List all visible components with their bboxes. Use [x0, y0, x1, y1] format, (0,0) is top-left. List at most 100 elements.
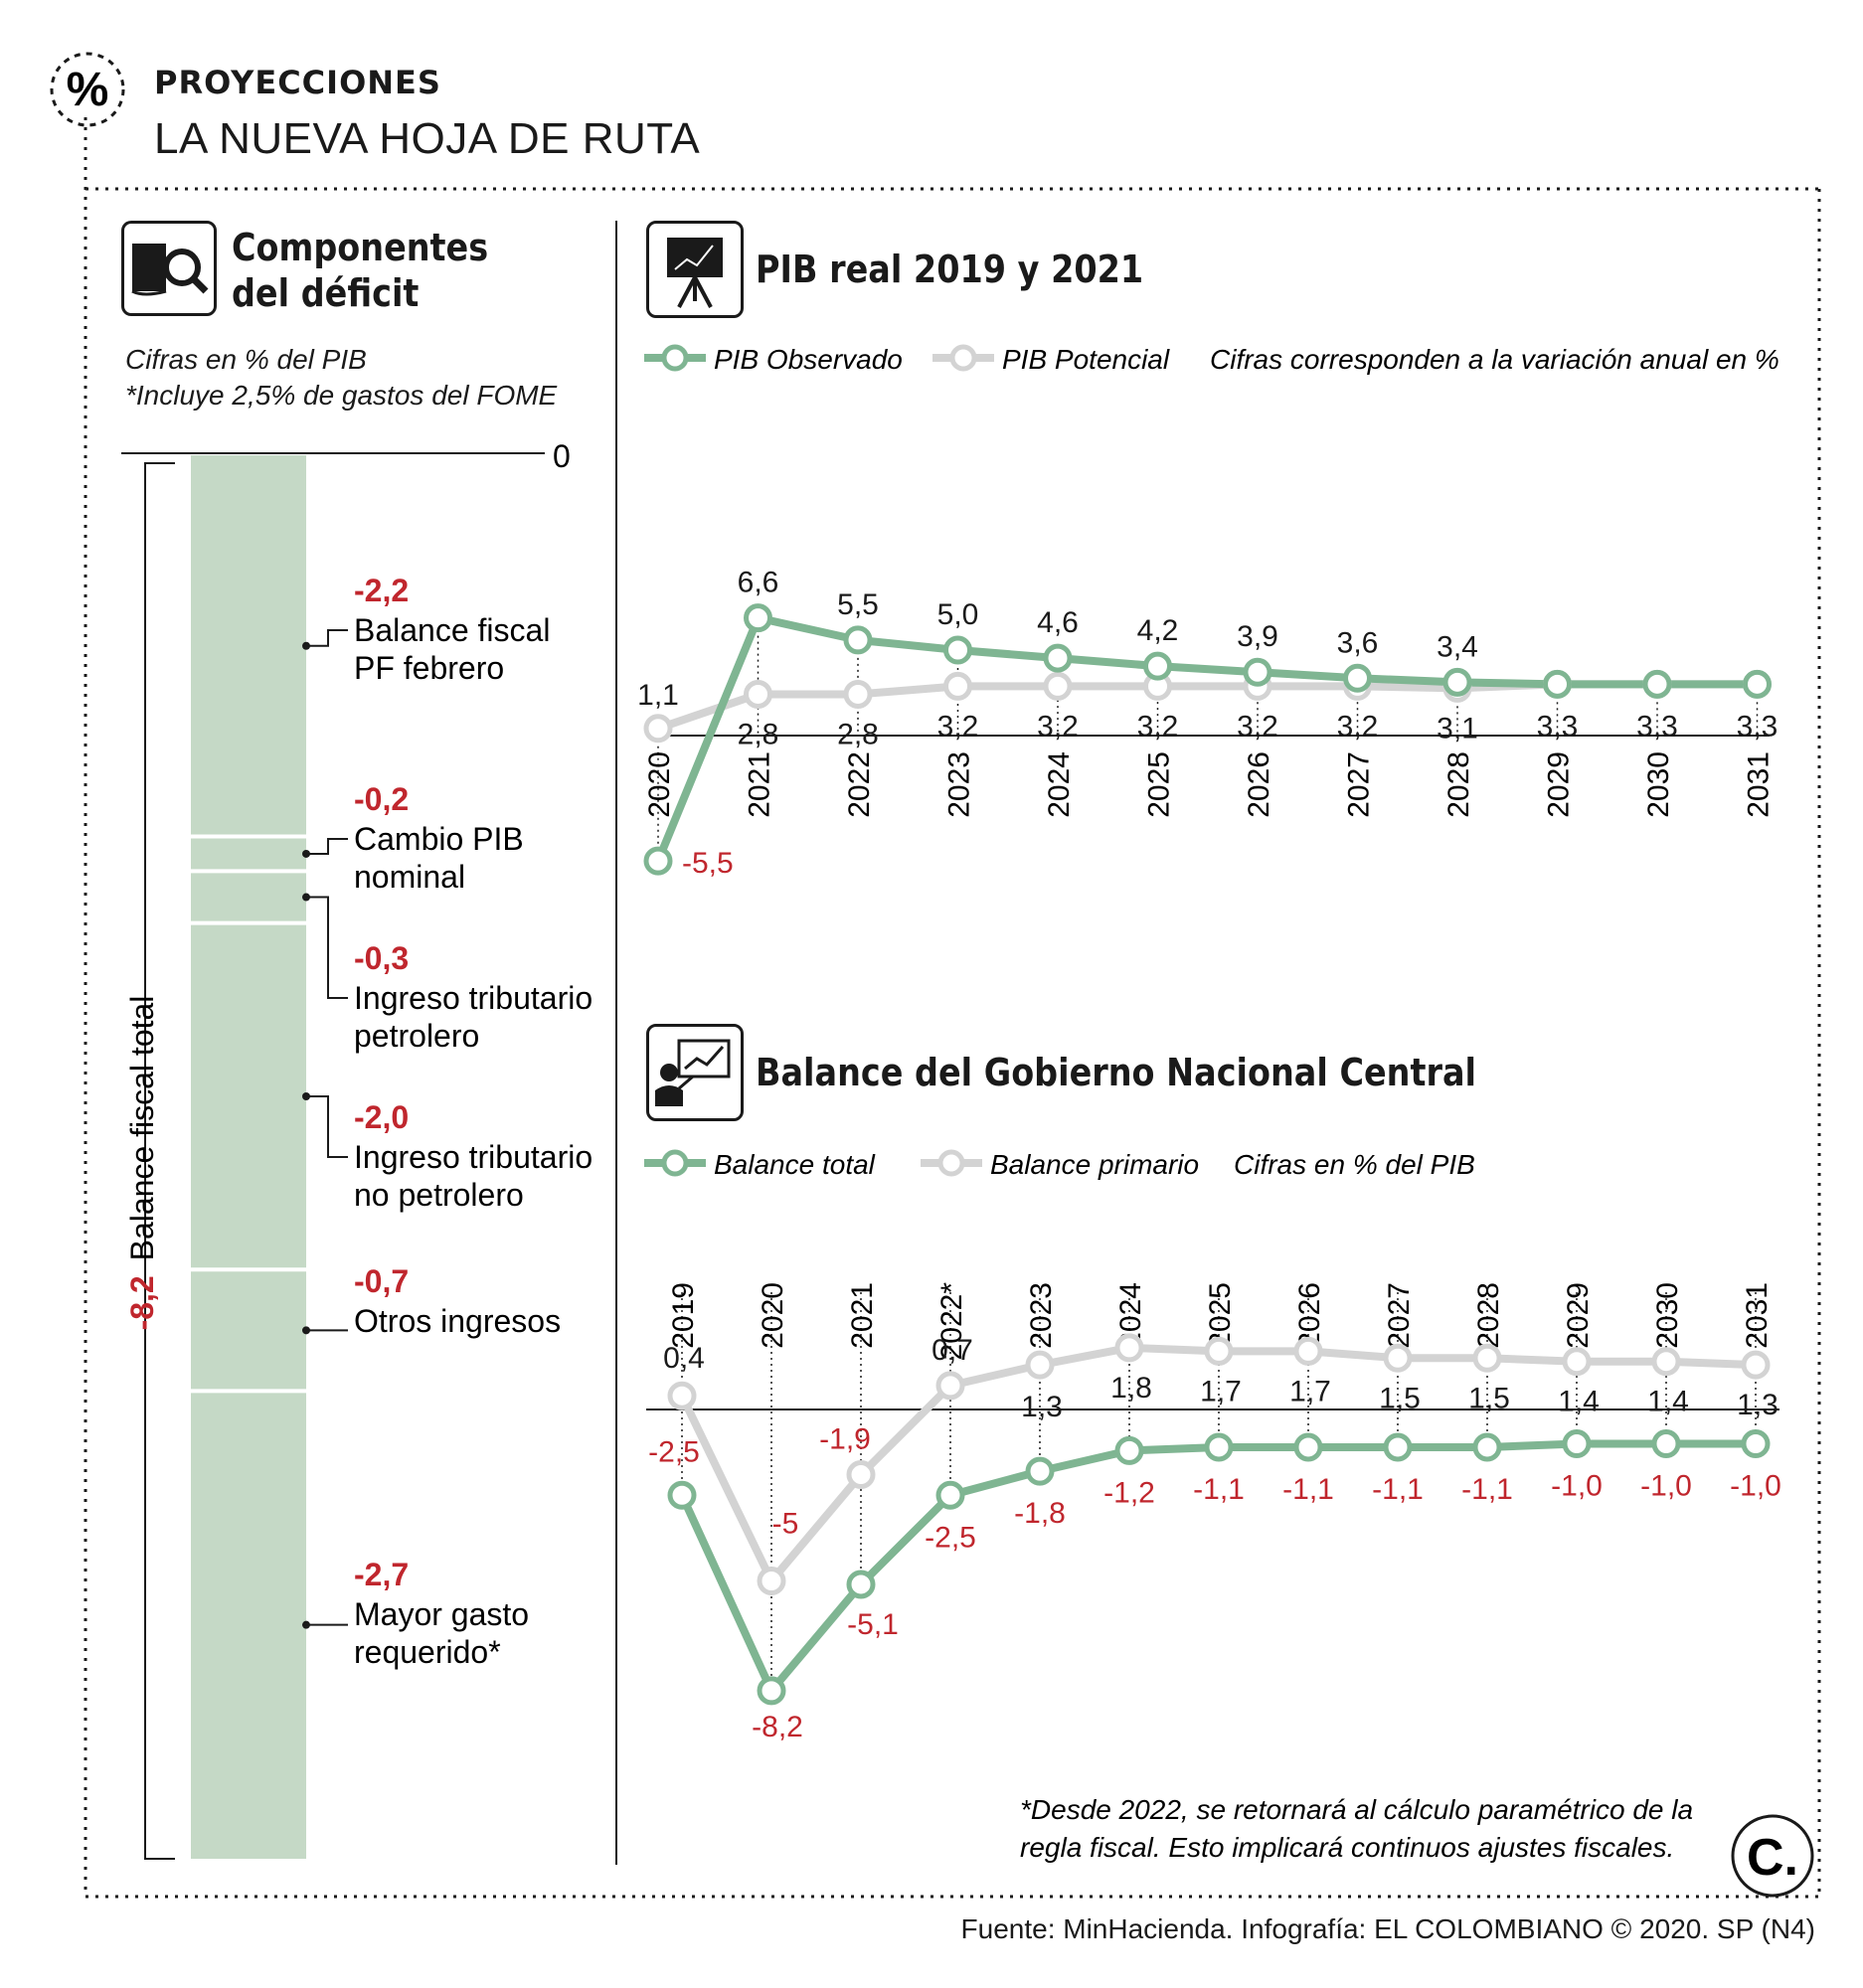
- balance-year-label: 2023: [1025, 1282, 1058, 1349]
- pib-year-label: 2024: [1043, 751, 1076, 818]
- presentation-easel-icon: [646, 221, 744, 318]
- balance-point-1: [1383, 1343, 1413, 1373]
- balance-footnote-line2: regla fiscal. Esto implicará continuos a…: [1020, 1832, 1674, 1863]
- pib-point-0: [1043, 643, 1073, 673]
- deficit-label2-3: no petrolero: [354, 1177, 524, 1213]
- balance-chart-title: Balance del Gobierno Nacional Central: [756, 1051, 1476, 1094]
- balance-point-1: [1293, 1336, 1323, 1366]
- deficit-label-2: Ingreso tributario: [354, 980, 593, 1016]
- pib-year-label: 2030: [1642, 751, 1675, 818]
- balance-footnote-line1: *Desde 2022, se retornará al cálculo par…: [1020, 1794, 1693, 1825]
- balance-point-0: [1204, 1432, 1234, 1462]
- pib-value-label: 3,4: [1437, 630, 1478, 663]
- pib-point-0: [1343, 663, 1372, 693]
- deficit-label-1: Cambio PIB: [354, 821, 524, 857]
- deficit-label2-1: nominal: [354, 859, 465, 895]
- pib-year-label: 2026: [1243, 751, 1275, 818]
- balance-point-1: [846, 1460, 876, 1490]
- pib-year-label: 2027: [1343, 751, 1376, 818]
- balance-chart: Balance total Balance primario Cifras en…: [644, 1149, 1781, 1863]
- svg-text:%: %: [67, 64, 109, 116]
- balance-point-0: [1651, 1429, 1681, 1458]
- deficit-zero-label: 0: [553, 438, 571, 474]
- balance-value-label: 1,3: [1737, 1389, 1778, 1421]
- balance-value-label: -1,1: [1461, 1473, 1513, 1506]
- pib-value-label: 3,2: [1337, 710, 1379, 743]
- balance-value-label: -1,0: [1730, 1470, 1781, 1503]
- balance-year-label: 2019: [667, 1282, 700, 1349]
- deficit-connector: [306, 629, 348, 647]
- pib-year-label: 2028: [1442, 751, 1475, 818]
- balance-value-label: -2,5: [648, 1435, 700, 1468]
- legend-pib-potencial: PIB Potencial: [1002, 344, 1170, 375]
- deficit-label-0: Balance fiscal: [354, 612, 550, 648]
- balance-value-label: 0,7: [932, 1334, 973, 1367]
- pib-year-label: 2022: [843, 751, 876, 818]
- source-credit: Fuente: MinHacienda. Infografía: EL COLO…: [960, 1913, 1815, 1944]
- deficit-segment-4: [191, 1269, 306, 1392]
- deficit-segment-0: [191, 455, 306, 837]
- deficit-label-5: Mayor gasto: [354, 1596, 529, 1632]
- pib-point-1: [643, 714, 673, 744]
- balance-value-label: 0,4: [663, 1342, 705, 1375]
- deficit-label2-2: petrolero: [354, 1018, 479, 1054]
- pib-year-label: 2021: [744, 751, 776, 818]
- balance-point-0: [1293, 1432, 1323, 1462]
- balance-point-0: [1114, 1435, 1144, 1465]
- deficit-connector: [306, 896, 348, 999]
- deficit-value-4: -0,7: [354, 1263, 409, 1299]
- deficit-segment-2: [191, 871, 306, 923]
- balance-point-0: [1562, 1429, 1592, 1458]
- balance-point-0: [1472, 1432, 1502, 1462]
- pib-year-label: 2025: [1143, 751, 1176, 818]
- pib-point-1: [744, 679, 772, 709]
- pib-series-line-0: [654, 613, 1758, 863]
- balance-point-0: [1741, 1429, 1771, 1458]
- kicker: PROYECCIONES: [154, 64, 441, 101]
- deficit-total-value: -8,2: [124, 1275, 160, 1330]
- balance-year-label: 2022*: [935, 1282, 968, 1361]
- balance-value-label: 1,7: [1200, 1375, 1242, 1408]
- pib-value-label: 3,3: [1537, 710, 1579, 743]
- balance-point-1: [1114, 1333, 1144, 1363]
- balance-year-label: 2021: [846, 1282, 879, 1349]
- deficit-label2-5: requerido*: [354, 1634, 501, 1670]
- balance-year-label: 2029: [1562, 1282, 1595, 1349]
- pib-point-1: [943, 671, 972, 701]
- pib-value-label: 6,6: [738, 567, 779, 599]
- legend-balance-total: Balance total: [714, 1149, 876, 1180]
- pib-value-label: 3,2: [1137, 710, 1179, 743]
- balance-value-label: -1,0: [1640, 1470, 1692, 1503]
- balance-year-label: 2020: [757, 1282, 789, 1349]
- pib-point-0: [843, 625, 873, 655]
- pib-value-label: 2,8: [738, 718, 779, 750]
- pib-value-label: 4,6: [1037, 606, 1079, 639]
- balance-value-label: -1,0: [1551, 1470, 1603, 1503]
- balance-value-label: -1,1: [1193, 1473, 1245, 1506]
- pib-year-label: 2029: [1543, 751, 1576, 818]
- balance-value-label: -1,1: [1282, 1473, 1334, 1506]
- pib-value-label: 1,1: [637, 679, 679, 712]
- deficit-segment-1: [191, 836, 306, 872]
- pib-point-0: [943, 635, 972, 665]
- balance-year-label: 2030: [1651, 1282, 1684, 1349]
- balance-value-label: 1,3: [1021, 1391, 1063, 1423]
- balance-point-1: [1204, 1336, 1234, 1366]
- deficit-value-3: -2,0: [354, 1099, 409, 1135]
- deficit-value-2: -0,3: [354, 940, 409, 976]
- balance-point-0: [667, 1480, 697, 1510]
- pib-chart-title: PIB real 2019 y 2021: [756, 248, 1144, 291]
- balance-year-label: 2027: [1383, 1282, 1416, 1349]
- balance-year-label: 2028: [1472, 1282, 1505, 1349]
- balance-point-0: [1025, 1456, 1055, 1486]
- pib-point-0: [1743, 669, 1772, 699]
- balance-point-1: [935, 1371, 965, 1401]
- balance-value-label: 1,4: [1558, 1386, 1600, 1418]
- deficit-connector: [306, 1094, 348, 1158]
- balance-point-1: [757, 1567, 786, 1595]
- balance-value-label: -2,5: [925, 1521, 976, 1554]
- pib-legend: PIB Observado PIB Potencial Cifras corre…: [644, 344, 1779, 375]
- balance-value-label: -1,8: [1014, 1497, 1066, 1530]
- pib-value-label: 3,6: [1337, 626, 1379, 659]
